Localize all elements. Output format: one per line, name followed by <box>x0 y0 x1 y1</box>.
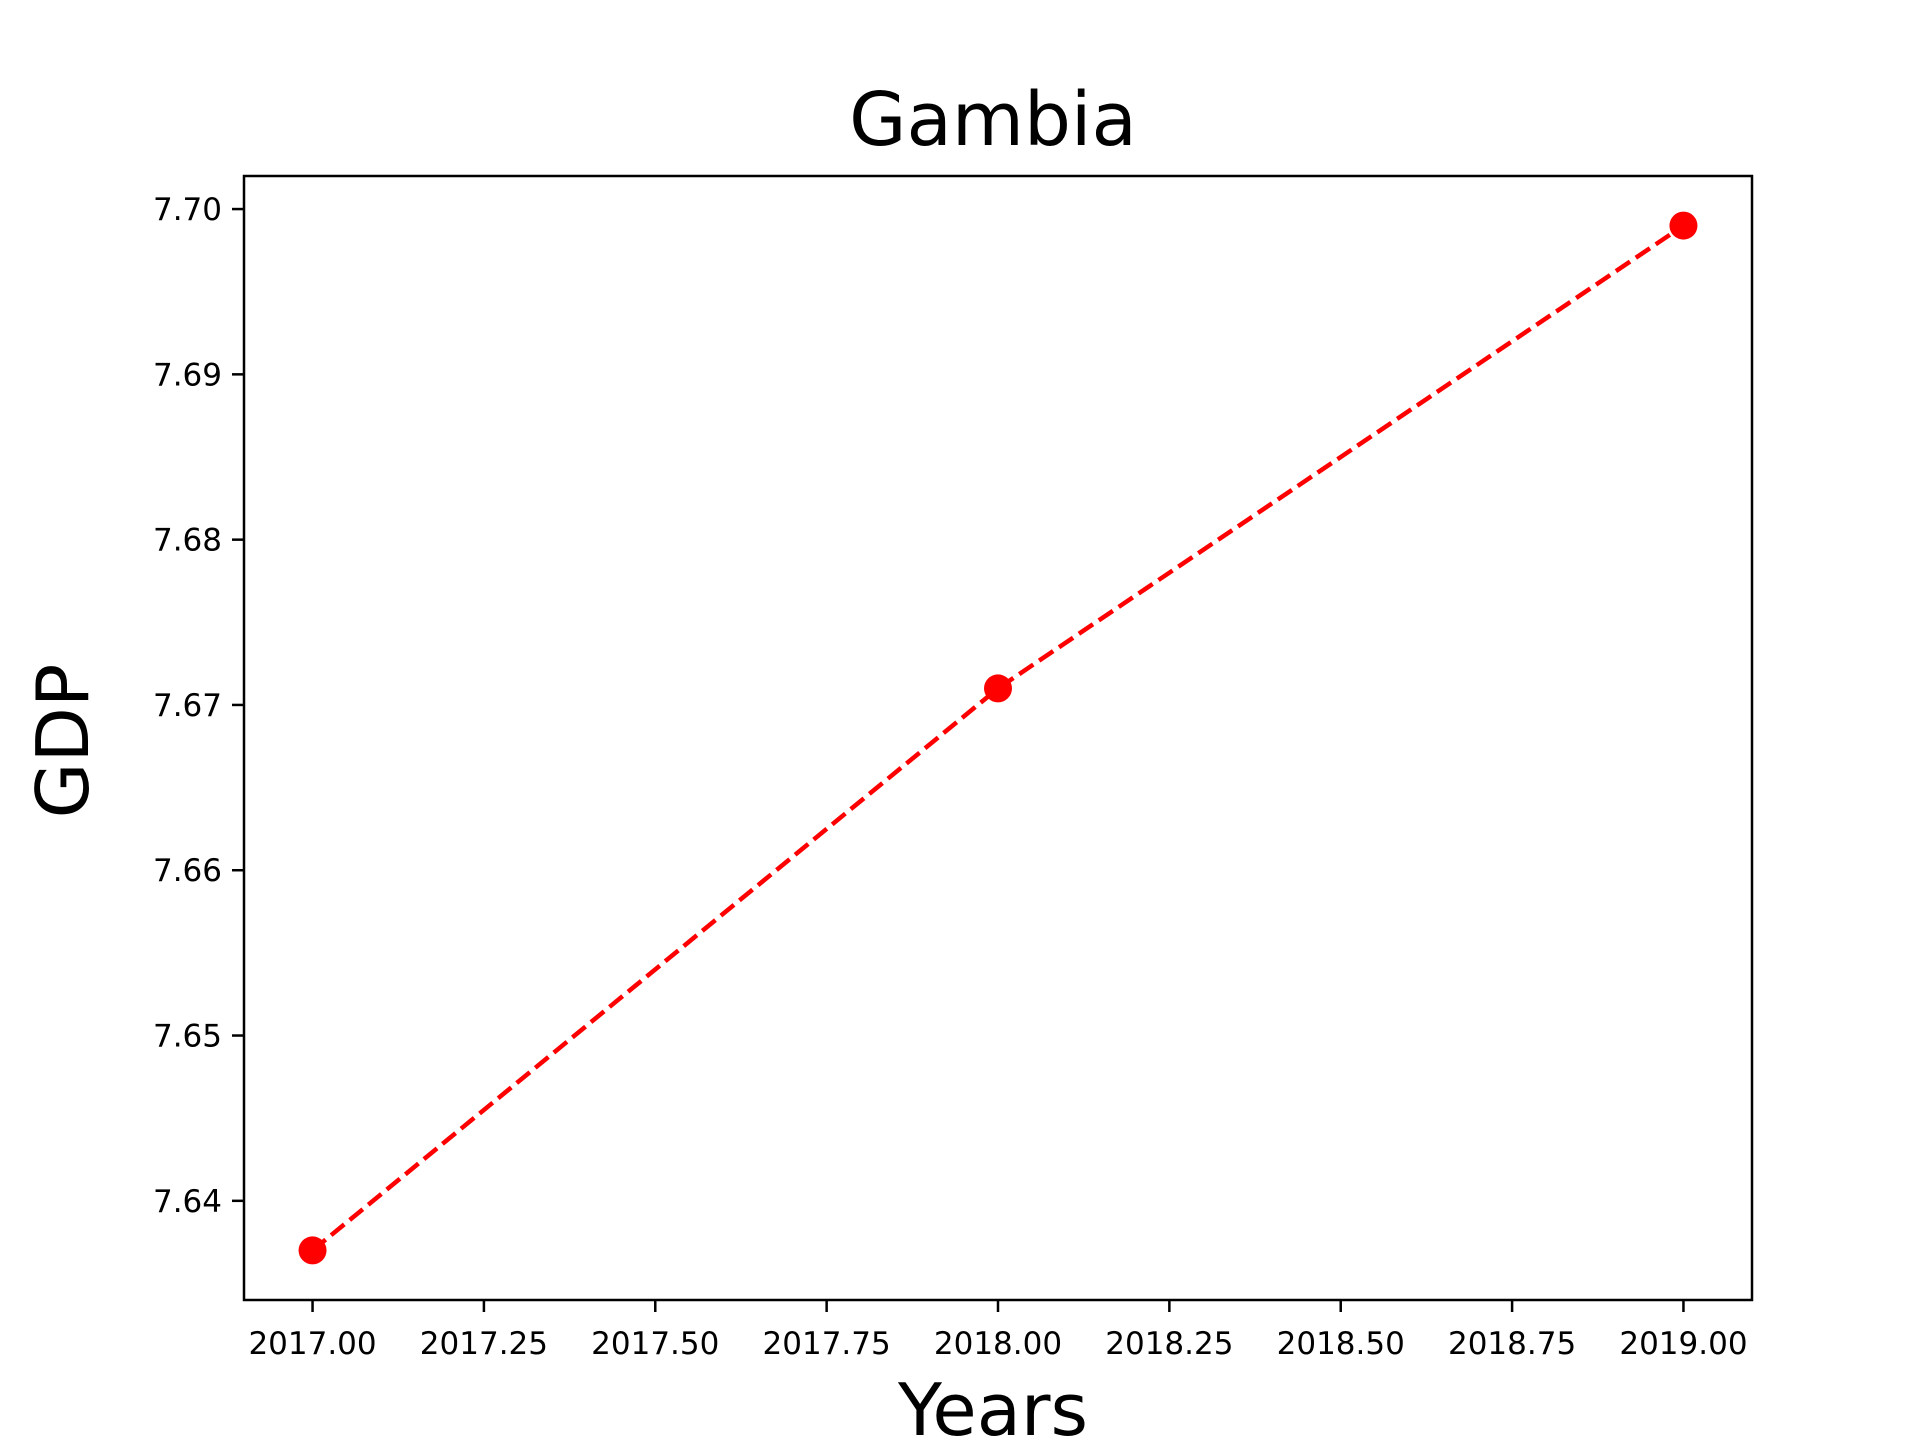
series-line <box>311 223 1685 1253</box>
x-tick-label: 2018.75 <box>1448 1326 1576 1362</box>
y-tick-label: 7.68 <box>153 523 222 559</box>
x-tick-label: 2019.00 <box>1619 1326 1747 1362</box>
y-tick-label: 7.69 <box>153 357 222 393</box>
plot-area: 2017.00 2017.25 2017.50 2017.75 2018.00 2018.… <box>153 174 1754 1362</box>
y-tick-label: 7.66 <box>153 853 222 889</box>
x-tick-label: 2017.25 <box>420 1326 548 1362</box>
y-tick-label: 7.64 <box>153 1184 222 1220</box>
x-tick-label: 2017.75 <box>763 1326 891 1362</box>
y-tick-label: 7.67 <box>153 688 222 724</box>
chart-title: Gambia <box>849 77 1137 163</box>
y-tick-label: 7.65 <box>153 1019 222 1055</box>
x-tick-label: 2018.25 <box>1105 1326 1233 1362</box>
data-point <box>984 674 1012 703</box>
y-tick-label: 7.70 <box>153 192 222 228</box>
x-tick-label: 2018.00 <box>934 1326 1062 1362</box>
x-tick-label: 2018.50 <box>1277 1326 1405 1362</box>
x-tick-label: 2017.00 <box>248 1326 376 1362</box>
x-tick-label: 2017.50 <box>591 1326 719 1362</box>
data-point <box>298 1236 327 1265</box>
x-axis-label: Years <box>897 1368 1088 1440</box>
y-axis-label: GDP <box>21 664 105 819</box>
data-point <box>1669 211 1698 240</box>
